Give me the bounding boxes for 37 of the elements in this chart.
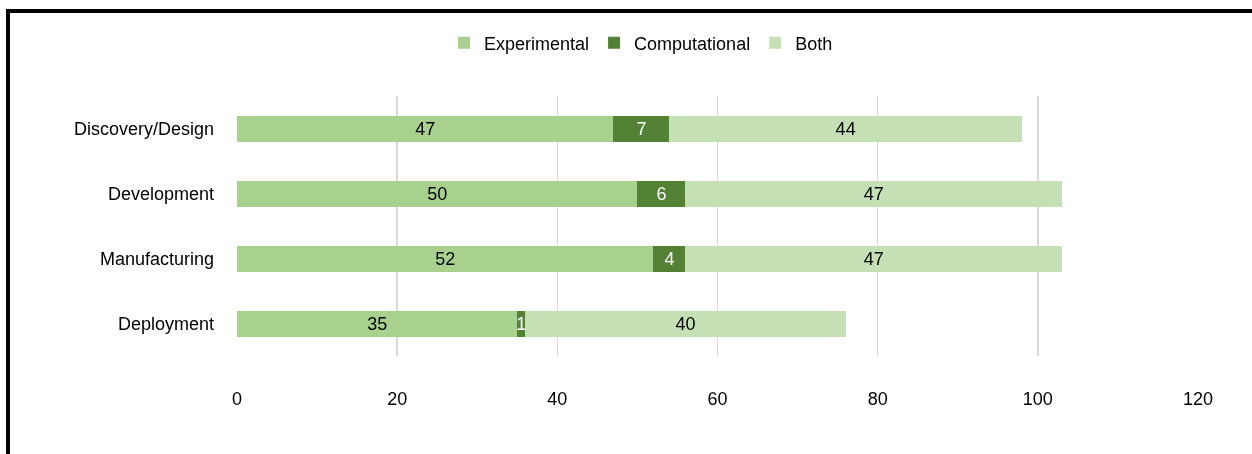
x-tick-label: 100 [1022, 389, 1053, 409]
data-label: 47 [863, 183, 884, 204]
bar [525, 310, 846, 337]
data-label: 1 [516, 313, 527, 334]
bar [237, 245, 654, 272]
bar [685, 245, 1062, 272]
bar [237, 180, 638, 207]
bar [613, 115, 670, 142]
data-label: 7 [636, 118, 647, 139]
data-label: 35 [367, 313, 388, 334]
x-tick-label: 0 [231, 389, 243, 409]
y-tick-label: Discovery/Design [73, 118, 214, 139]
x-tick-label: 120 [1182, 389, 1214, 409]
bar [237, 115, 614, 142]
y-tick-label: Development [107, 183, 214, 204]
bar [637, 180, 686, 207]
bar [685, 180, 1062, 207]
bar [653, 245, 686, 272]
x-tick-label: 20 [387, 389, 408, 409]
data-label: 52 [435, 248, 456, 269]
data-label: 47 [863, 248, 884, 269]
data-label: 50 [427, 183, 448, 204]
data-label: 47 [415, 118, 436, 139]
data-label: 4 [664, 248, 675, 269]
legend-label: Both [795, 33, 833, 54]
data-label: 6 [656, 183, 667, 204]
y-tick-label: Manufacturing [99, 248, 214, 269]
data-label: 44 [835, 118, 856, 139]
data-label: 40 [675, 313, 696, 334]
bar [237, 310, 518, 337]
x-tick-label: 60 [707, 389, 728, 409]
legend-label: Experimental [484, 33, 590, 54]
legend-label: Computational [634, 33, 751, 54]
y-tick-label: Deployment [117, 313, 214, 334]
bar [669, 115, 1022, 142]
x-tick-label: 40 [547, 389, 568, 409]
x-tick-label: 80 [867, 389, 888, 409]
